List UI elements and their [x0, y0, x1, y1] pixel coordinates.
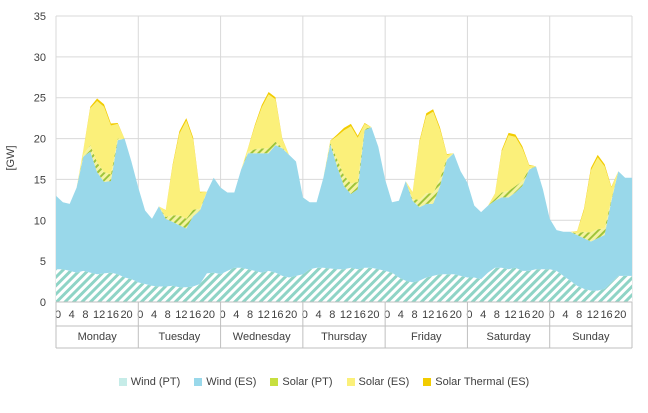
hour-tick-label: 8 — [82, 309, 88, 321]
legend-item-solar-thermal-es: Solar Thermal (ES) — [423, 376, 529, 388]
hour-tick-label: 20 — [532, 309, 544, 321]
y-tick-label: 20 — [34, 134, 46, 146]
hour-tick-label: 12 — [340, 309, 352, 321]
hour-tick-label: 0 — [302, 309, 308, 321]
legend-swatch-solar-pt — [270, 378, 279, 386]
hour-tick-label: 20 — [285, 309, 297, 321]
hour-tick-label: 16 — [354, 309, 366, 321]
hour-tick-label: 4 — [562, 309, 568, 321]
hour-tick-label: 16 — [271, 309, 283, 321]
y-tick-label: 25 — [34, 93, 46, 105]
y-tick-label: 35 — [34, 11, 46, 23]
hour-tick-label: 12 — [93, 309, 105, 321]
hour-tick-label: 4 — [316, 309, 322, 321]
legend-label-solar-thermal-es: Solar Thermal (ES) — [435, 376, 530, 388]
hour-tick-label: 20 — [367, 309, 379, 321]
hour-tick-label: 16 — [518, 309, 530, 321]
legend-label-solar-pt: Solar (PT) — [282, 376, 333, 388]
day-label: Thursday — [321, 331, 367, 343]
day-label: Saturday — [487, 331, 532, 343]
hour-tick-label: 16 — [189, 309, 201, 321]
hour-tick-label: 8 — [329, 309, 335, 321]
hour-tick-label: 20 — [614, 309, 626, 321]
hour-tick-label: 8 — [494, 309, 500, 321]
y-tick-label: 5 — [40, 256, 46, 268]
legend: Wind (PT) Wind (ES) Solar (PT) Solar (ES… — [0, 376, 648, 388]
hour-tick-label: 8 — [165, 309, 171, 321]
hour-tick-label: 0 — [55, 309, 61, 321]
hour-tick-label: 20 — [203, 309, 215, 321]
hour-tick-label: 0 — [384, 309, 390, 321]
area-wind-es — [56, 127, 632, 291]
hour-tick-label: 16 — [107, 309, 119, 321]
legend-item-solar-pt: Solar (PT) — [270, 376, 333, 388]
hour-tick-label: 12 — [587, 309, 599, 321]
hour-tick-label: 20 — [120, 309, 132, 321]
area-wind-pt — [56, 267, 632, 302]
hour-tick-label: 0 — [220, 309, 226, 321]
y-tick-label: 30 — [34, 52, 46, 64]
hour-tick-label: 0 — [549, 309, 555, 321]
legend-item-wind-pt: Wind (PT) — [118, 376, 181, 388]
hour-tick-label: 16 — [436, 309, 448, 321]
hour-tick-label: 8 — [247, 309, 253, 321]
hour-tick-label: 20 — [450, 309, 462, 321]
legend-swatch-solar-es — [346, 378, 355, 386]
y-tick-label: 15 — [34, 174, 46, 186]
legend-item-solar-es: Solar (ES) — [346, 376, 410, 388]
legend-label-solar-es: Solar (ES) — [358, 376, 410, 388]
day-label: Wednesday — [233, 331, 291, 343]
hour-tick-label: 4 — [480, 309, 486, 321]
hour-tick-label: 0 — [137, 309, 143, 321]
day-label: Monday — [78, 331, 118, 343]
hour-tick-label: 16 — [600, 309, 612, 321]
hour-tick-label: 8 — [576, 309, 582, 321]
area-solar-es — [56, 94, 632, 234]
area-solar-pt — [56, 127, 632, 242]
hour-tick-label: 0 — [466, 309, 472, 321]
hour-tick-label: 4 — [233, 309, 239, 321]
legend-label-wind-pt: Wind (PT) — [130, 376, 181, 388]
day-label: Sunday — [572, 331, 610, 343]
hour-tick-label: 8 — [412, 309, 418, 321]
day-label: Friday — [411, 331, 442, 343]
hour-tick-label: 12 — [504, 309, 516, 321]
hour-tick-label: 12 — [175, 309, 187, 321]
day-label: Tuesday — [159, 331, 201, 343]
legend-item-wind-es: Wind (ES) — [194, 376, 256, 388]
legend-swatch-wind-es — [194, 378, 203, 386]
y-tick-label: 0 — [40, 297, 46, 309]
legend-swatch-solar-thermal-es — [423, 378, 432, 386]
hour-tick-label: 4 — [69, 309, 75, 321]
hour-tick-label: 4 — [151, 309, 157, 321]
hour-tick-label: 12 — [258, 309, 270, 321]
y-axis-label: [GW] — [5, 145, 17, 170]
area-layer — [56, 92, 632, 302]
legend-swatch-wind-pt — [118, 378, 127, 386]
legend-label-wind-es: Wind (ES) — [206, 376, 257, 388]
hour-tick-label: 4 — [398, 309, 404, 321]
y-tick-label: 10 — [34, 215, 46, 227]
hour-tick-label: 12 — [422, 309, 434, 321]
